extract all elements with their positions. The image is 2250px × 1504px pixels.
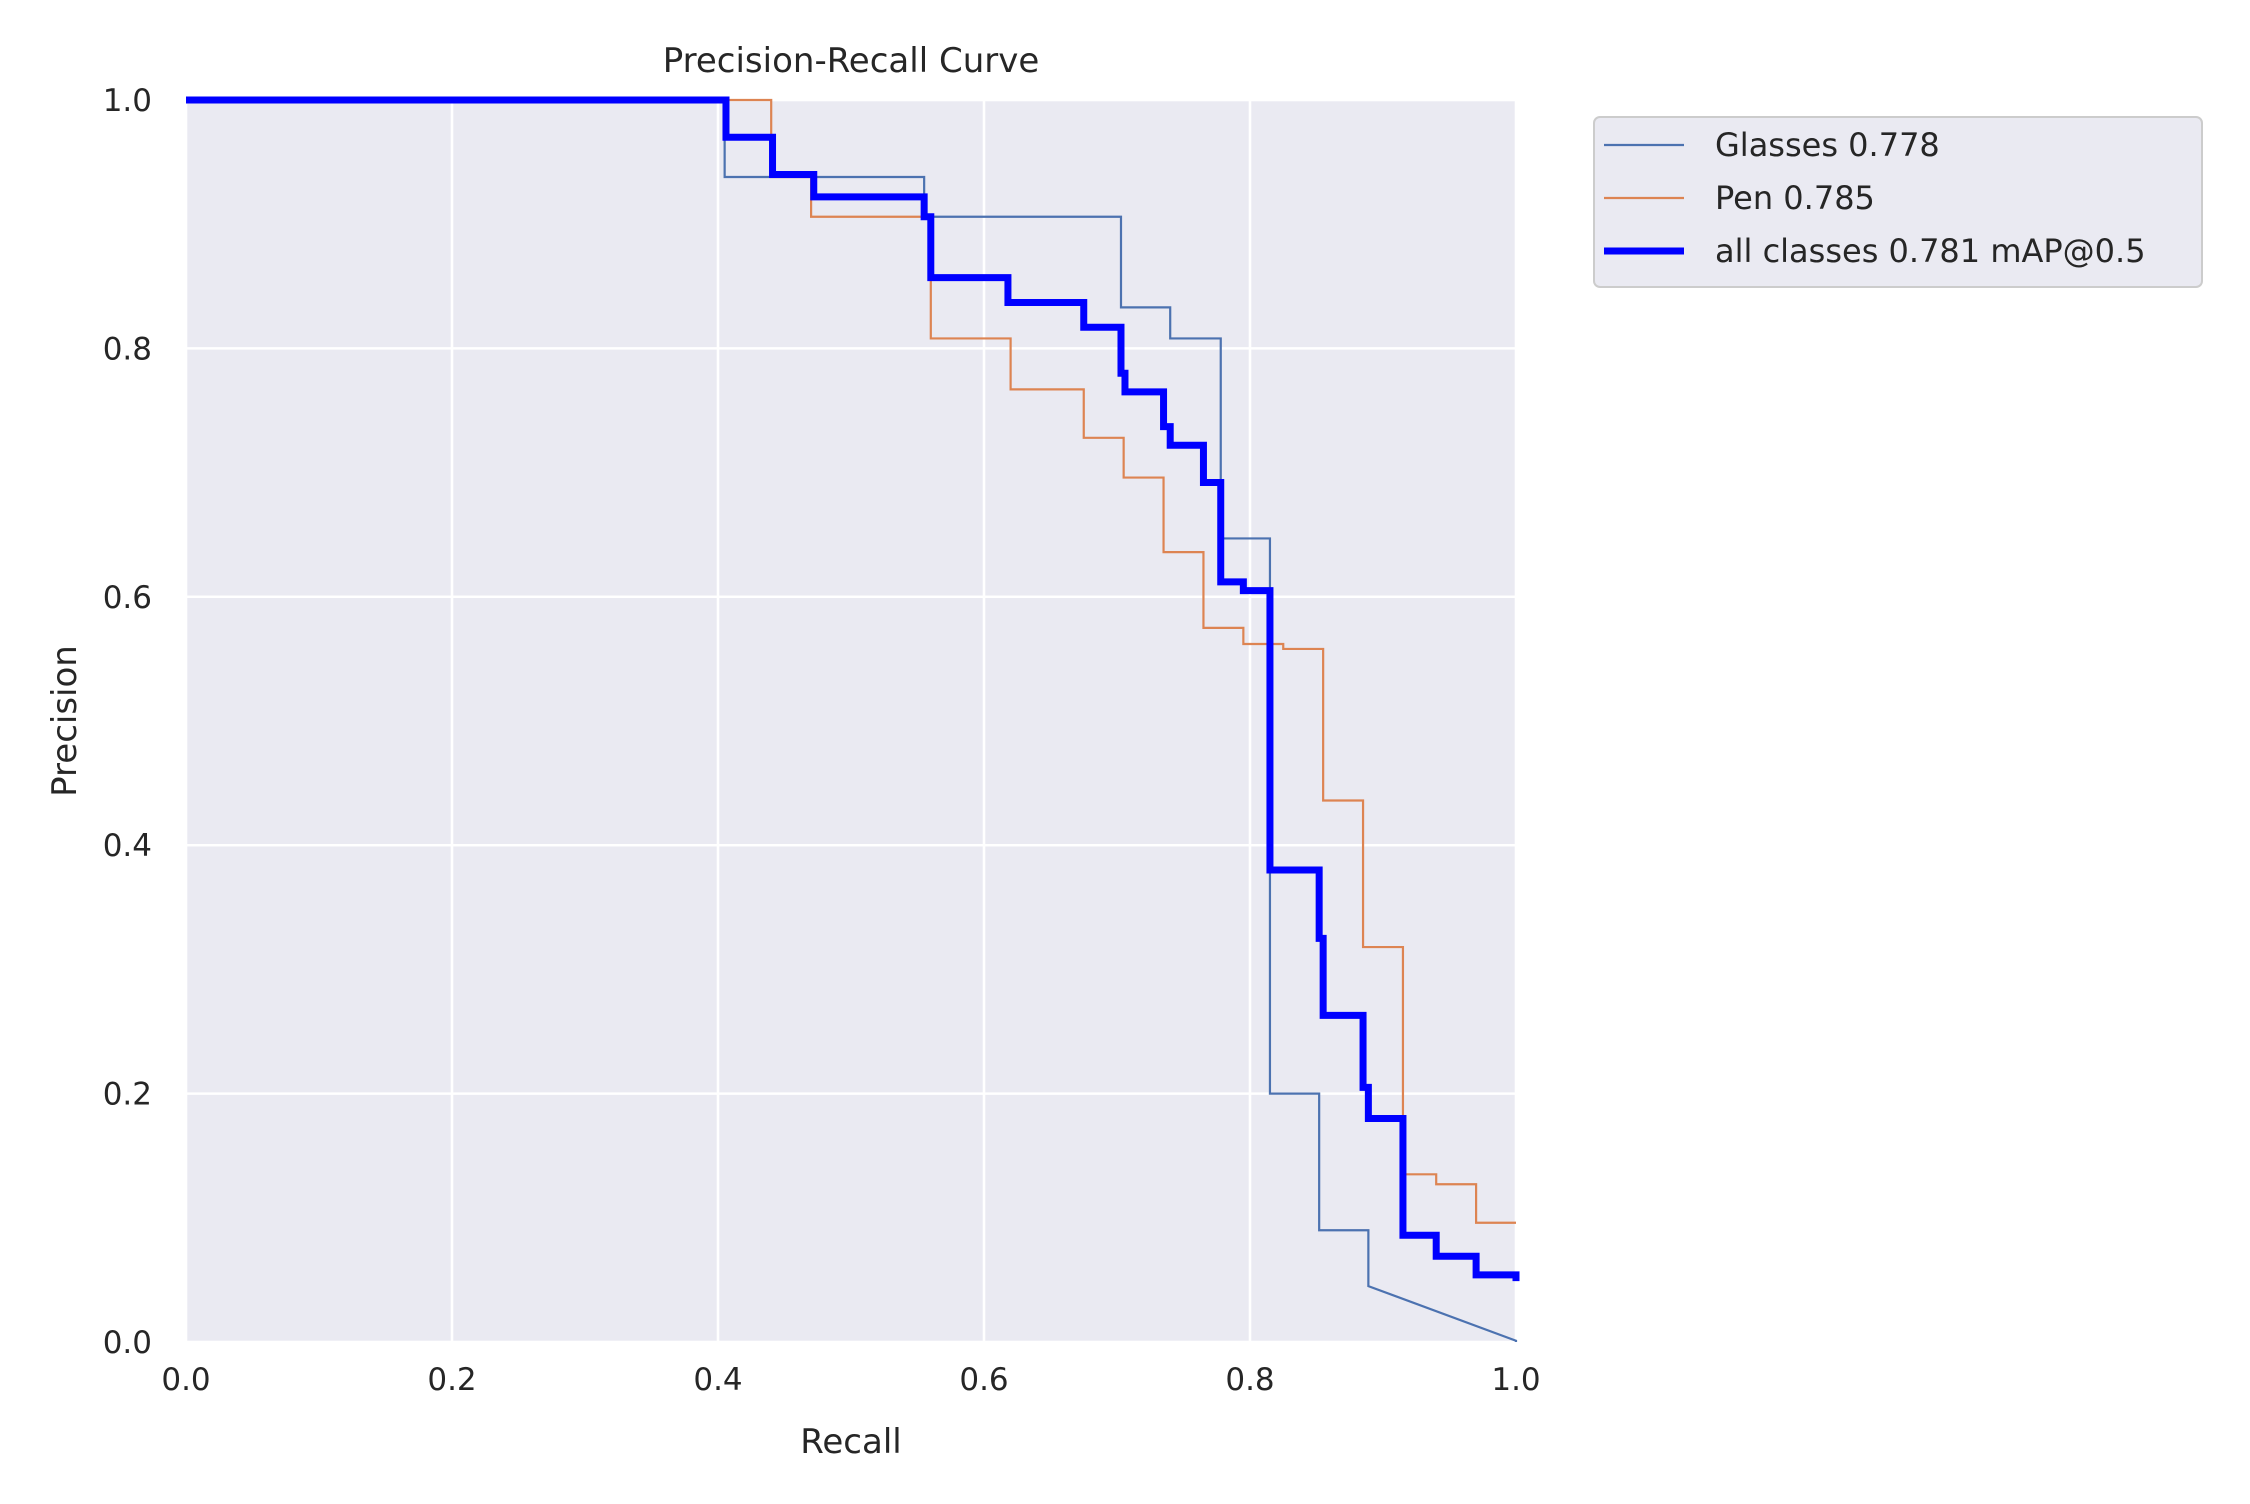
legend-label-all-classes: all classes 0.781 mAP@0.5 xyxy=(1715,232,2146,270)
y-tick-label: 0.4 xyxy=(103,828,152,864)
y-tick-label: 1.0 xyxy=(103,83,152,119)
y-tick-label: 0.0 xyxy=(103,1325,152,1361)
x-tick-label: 0.8 xyxy=(1225,1362,1274,1398)
series-layer xyxy=(186,96,1520,1342)
legend-label-pen: Pen 0.785 xyxy=(1715,179,1875,217)
y-tick-label: 0.2 xyxy=(103,1077,152,1113)
x-tick-label: 0.2 xyxy=(427,1362,476,1398)
x-tick-labels: 0.0 0.2 0.4 0.6 0.8 1.0 xyxy=(161,1362,1540,1398)
legend[interactable]: Glasses 0.778 Pen 0.785 all classes 0.781 … xyxy=(1593,116,2203,288)
x-tick-label: 0.0 xyxy=(161,1362,210,1398)
x-tick-label: 0.4 xyxy=(693,1362,742,1398)
series-line-glasses xyxy=(186,98,1518,1342)
x-tick-label: 1.0 xyxy=(1491,1362,1540,1398)
x-tick-label: 0.6 xyxy=(959,1362,1008,1398)
plot-background xyxy=(186,100,1516,1342)
y-tick-labels: 0.0 0.2 0.4 0.6 0.8 1.0 xyxy=(103,83,152,1361)
y-tick-label: 0.6 xyxy=(103,580,152,616)
x-axis-label: Recall xyxy=(800,1422,901,1462)
y-tick-label: 0.8 xyxy=(103,331,152,367)
legend-frame xyxy=(1593,116,2203,288)
y-axis-label: Precision xyxy=(45,645,85,797)
legend-label-glasses: Glasses 0.778 xyxy=(1715,126,1940,164)
series-line-all-classes xyxy=(186,96,1520,1282)
chart-title: Precision-Recall Curve xyxy=(663,41,1040,81)
legend-items: Glasses 0.778 Pen 0.785 all classes 0.781 … xyxy=(1604,126,2146,270)
